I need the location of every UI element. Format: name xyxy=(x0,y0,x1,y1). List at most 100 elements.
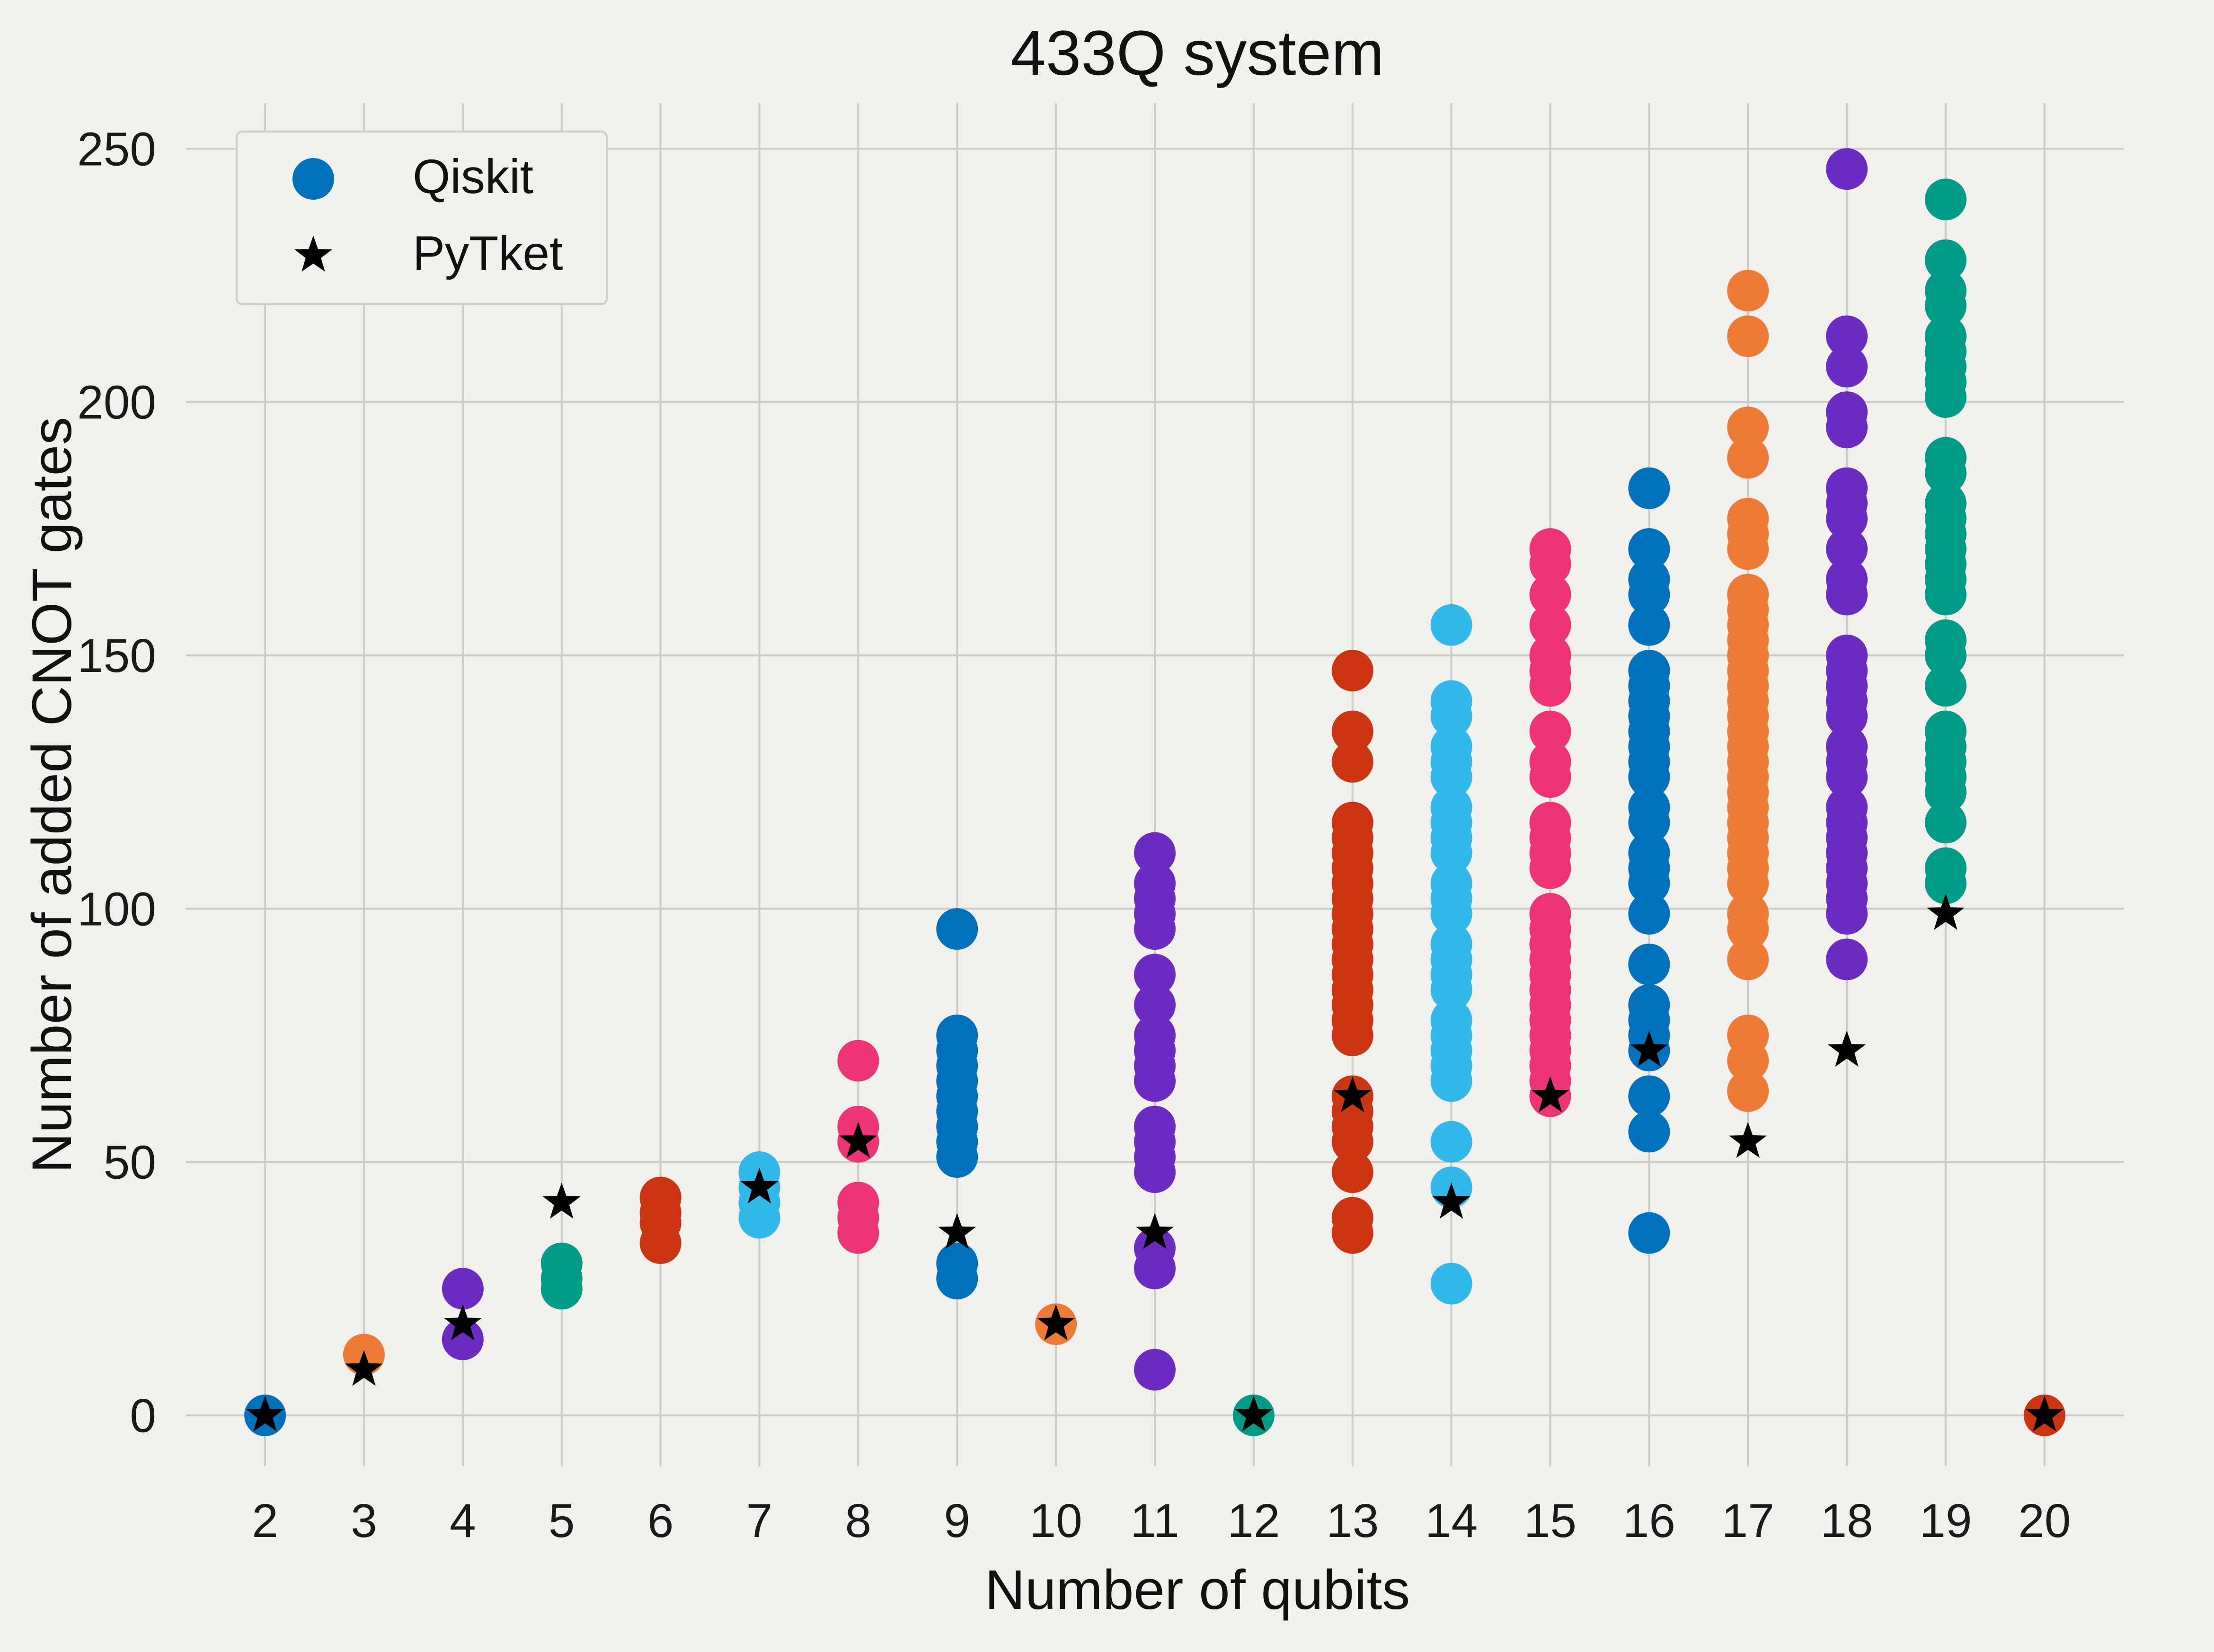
x-tick-label: 14 xyxy=(1425,1494,1478,1547)
qiskit-point xyxy=(1331,650,1373,692)
pytket-point xyxy=(542,1183,581,1219)
y-tick-label: 150 xyxy=(77,629,156,682)
qiskit-point xyxy=(1529,634,1571,676)
y-axis-title: Number of added CNOT gates xyxy=(21,417,83,1173)
x-tick-label: 11 xyxy=(1130,1494,1179,1547)
y-axis-ticks: 0 50 100 150 200 250 xyxy=(77,123,156,1442)
y-tick-label: 50 xyxy=(104,1136,156,1189)
qiskit-point xyxy=(1826,558,1868,601)
qiskit-point xyxy=(1826,467,1868,509)
pytket-point xyxy=(2026,1395,2063,1431)
qiskit-point xyxy=(1430,1121,1472,1163)
pytket-point xyxy=(1729,1122,1767,1158)
pytket-point xyxy=(443,1304,482,1341)
qiskit-point xyxy=(1727,574,1769,616)
x-tick-label: 10 xyxy=(1030,1494,1082,1547)
qiskit-point xyxy=(1628,467,1670,509)
y-tick-label: 0 xyxy=(130,1389,156,1442)
pytket-point xyxy=(1432,1183,1470,1219)
pytket-point xyxy=(1630,1031,1668,1067)
qiskit-point xyxy=(1925,802,1967,844)
qiskit-point xyxy=(1727,315,1769,357)
qiskit-point xyxy=(1134,832,1176,874)
qiskit-point xyxy=(1628,1212,1670,1254)
legend-pytket-label: PyTket xyxy=(413,226,563,280)
qiskit-series xyxy=(244,148,2065,1436)
qiskit-point xyxy=(1925,437,1967,479)
pytket-point xyxy=(1828,1031,1866,1067)
qiskit-point xyxy=(1727,893,1769,935)
qiskit-point xyxy=(1134,862,1176,904)
qiskit-point xyxy=(1331,1151,1373,1193)
qiskit-point xyxy=(1727,938,1769,981)
pytket-point xyxy=(1531,1076,1569,1113)
qiskit-point xyxy=(1925,270,1967,312)
y-tick-label: 250 xyxy=(77,123,156,176)
x-tick-label: 18 xyxy=(1821,1494,1873,1547)
pytket-point xyxy=(1927,894,1965,930)
x-tick-label: 2 xyxy=(252,1494,278,1547)
x-tick-label: 19 xyxy=(1919,1494,1972,1547)
qiskit-point xyxy=(1925,178,1967,221)
qiskit-point xyxy=(1628,893,1670,935)
pytket-point xyxy=(1333,1076,1372,1113)
pytket-series xyxy=(246,894,2063,1431)
x-tick-label: 3 xyxy=(351,1494,377,1547)
pytket-point xyxy=(938,1213,976,1249)
qiskit-point xyxy=(1134,1349,1176,1391)
qiskit-point xyxy=(1925,665,1967,707)
qiskit-point xyxy=(936,908,978,950)
qiskit-point xyxy=(1134,1014,1176,1056)
x-tick-label: 13 xyxy=(1326,1494,1379,1547)
qiskit-point xyxy=(1628,944,1670,986)
qiskit-point xyxy=(936,1242,978,1284)
legend-qiskit-label: Qiskit xyxy=(413,150,533,203)
qiskit-point xyxy=(1331,741,1373,783)
qiskit-point xyxy=(1826,345,1868,388)
qiskit-point xyxy=(1628,558,1670,601)
pytket-point xyxy=(1234,1395,1273,1431)
qiskit-point xyxy=(442,1268,484,1310)
qiskit-point xyxy=(1529,574,1571,616)
x-tick-label: 15 xyxy=(1524,1494,1576,1547)
qiskit-point xyxy=(1826,391,1868,433)
legend: Qiskit PyTket xyxy=(236,131,608,305)
x-tick-label: 4 xyxy=(450,1494,476,1547)
qiskit-point xyxy=(1430,786,1472,829)
qiskit-point xyxy=(1529,710,1571,752)
qiskit-point xyxy=(1925,847,1967,889)
qiskit-point xyxy=(837,1040,879,1082)
legend-pytket-marker xyxy=(294,236,332,272)
x-tick-label: 7 xyxy=(746,1494,773,1547)
x-tick-label: 8 xyxy=(845,1494,872,1547)
qiskit-point xyxy=(1826,725,1868,768)
qiskit-point xyxy=(1727,1014,1769,1056)
qiskit-point xyxy=(1925,619,1967,661)
qiskit-point xyxy=(1628,1111,1670,1153)
qiskit-point xyxy=(1529,893,1571,935)
pytket-point xyxy=(246,1395,284,1431)
x-tick-label: 6 xyxy=(647,1494,674,1547)
qiskit-point xyxy=(1430,680,1472,722)
legend-qiskit-marker xyxy=(292,158,334,200)
x-tick-label: 20 xyxy=(2018,1494,2071,1547)
qiskit-point xyxy=(1430,923,1472,965)
qiskit-point xyxy=(1628,604,1670,646)
qiskit-point xyxy=(1134,954,1176,996)
qiskit-point xyxy=(1826,634,1868,676)
qiskit-point xyxy=(1529,741,1571,783)
qiskit-point xyxy=(1529,604,1571,646)
qiskit-point xyxy=(1331,1197,1373,1239)
qiskit-point xyxy=(1430,999,1472,1041)
qiskit-point xyxy=(1628,528,1670,570)
qiskit-point xyxy=(1826,315,1868,357)
pytket-point xyxy=(345,1350,383,1386)
qiskit-point xyxy=(1628,832,1670,874)
qiskit-point xyxy=(1826,528,1868,570)
qiskit-point xyxy=(1925,315,1967,357)
qiskit-point xyxy=(639,1176,682,1219)
qiskit-point xyxy=(1134,1227,1176,1269)
qiskit-point xyxy=(1628,984,1670,1026)
qiskit-point xyxy=(1331,710,1373,752)
